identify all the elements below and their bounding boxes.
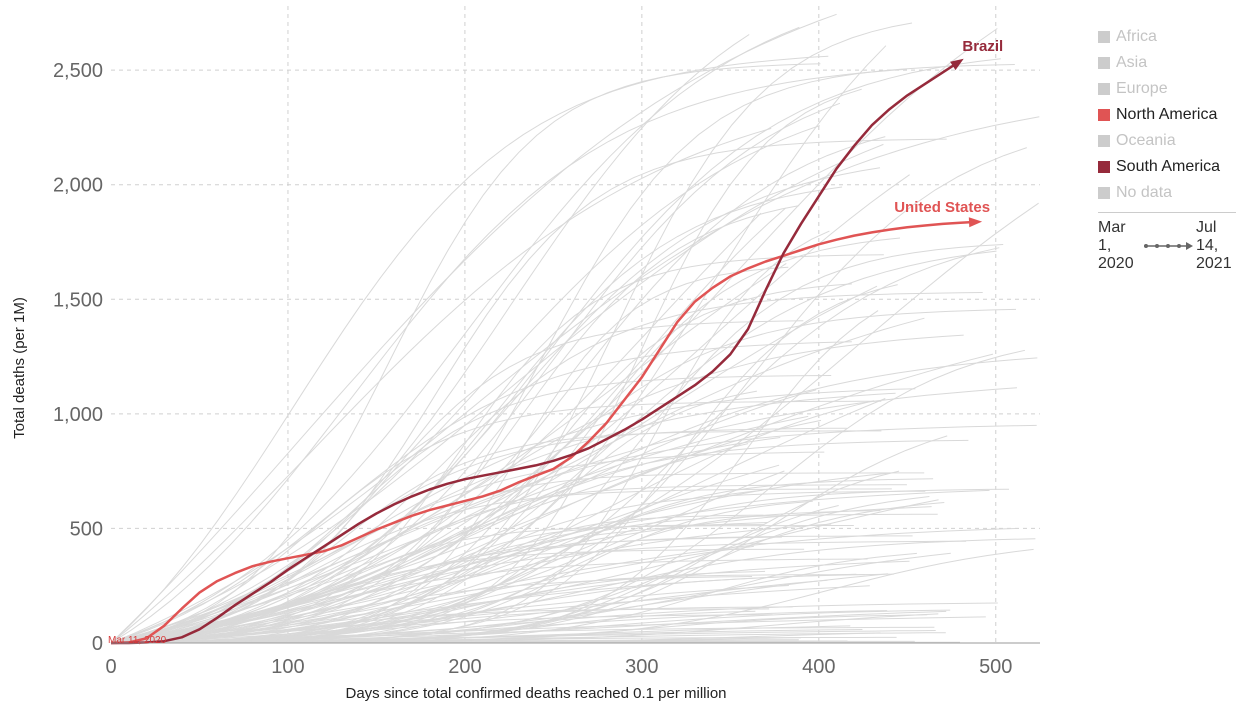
background-country-line: [110, 341, 852, 644]
legend-swatch: [1098, 109, 1110, 121]
background-country-line: [110, 212, 762, 644]
background-country-line: [110, 13, 837, 644]
legend-item-no-data[interactable]: No data: [1098, 180, 1238, 206]
legend-label: No data: [1116, 184, 1173, 201]
background-country-line: [110, 138, 947, 644]
legend-item-oceania[interactable]: Oceania: [1098, 128, 1238, 154]
background-country-line: [110, 136, 886, 644]
background-country-line: [110, 427, 847, 644]
background-country-line: [110, 558, 868, 644]
x-tick-label: 0: [105, 656, 116, 678]
x-tick-label: 200: [448, 656, 481, 678]
legend-item-europe[interactable]: Europe: [1098, 76, 1238, 102]
chart: United States Brazil 0 500 1,000 1,500 2,000 2…: [11, 6, 1040, 702]
background-country-line: [110, 308, 1017, 644]
series-label-united-states: United States: [894, 199, 990, 216]
legend-label: Oceania: [1116, 132, 1176, 149]
background-country-line: [110, 451, 825, 644]
time-slider-icon[interactable]: [1140, 219, 1196, 255]
background-country-line: [110, 63, 821, 644]
legend-item-africa[interactable]: Africa: [1098, 24, 1238, 50]
start-date-annotation: Mar 11, 2020: [108, 635, 167, 646]
legend-divider: [1098, 212, 1236, 213]
legend: Africa Asia Europe North America Oceania Sout…: [1098, 24, 1238, 273]
legend-swatch: [1098, 31, 1110, 43]
y-tick-label: 2,000: [53, 175, 103, 197]
time-range-start: Mar 1, 2020: [1098, 219, 1134, 272]
background-country-line: [110, 424, 1037, 644]
background-country-line: [110, 606, 793, 644]
legend-label: Europe: [1116, 80, 1168, 97]
legend-swatch: [1098, 83, 1110, 95]
legend-item-north-america[interactable]: North America: [1098, 102, 1238, 128]
background-country-line: [110, 608, 770, 644]
x-axis-title: Days since total confirmed deaths reache…: [345, 685, 726, 702]
x-tick-label: 300: [625, 656, 658, 678]
legend-swatch: [1098, 161, 1110, 173]
background-country-line: [110, 127, 772, 644]
legend-swatch: [1098, 57, 1110, 69]
legend-item-south-america[interactable]: South America: [1098, 154, 1238, 180]
background-country-line: [110, 576, 753, 644]
labels: Days since total confirmed deaths reache…: [11, 297, 727, 702]
highlighted-series-lines: United States Brazil: [110, 38, 1003, 645]
background-country-line: [110, 292, 983, 644]
series-arrow-united-states: [968, 217, 983, 228]
background-country-line: [110, 574, 865, 644]
background-country-line: [110, 317, 925, 644]
time-range[interactable]: Mar 1, 2020 Jul 14, 2021: [1098, 219, 1238, 273]
background-country-line: [110, 464, 780, 644]
y-tick-label: 1,500: [53, 289, 103, 311]
background-country-line: [110, 68, 907, 644]
background-country-line: [110, 357, 1038, 644]
background-country-line: [110, 55, 829, 644]
background-country-line: [110, 262, 787, 644]
series-line-united-states[interactable]: [110, 220, 979, 645]
x-tick-label: 400: [802, 656, 835, 678]
y-axis-title: Total deaths (per 1M): [11, 297, 28, 439]
series-arrow-brazil: [950, 58, 964, 71]
y-tick-label: 500: [70, 518, 103, 540]
legend-swatch: [1098, 135, 1110, 147]
y-tick-label: 2,500: [53, 60, 103, 82]
background-country-line: [110, 64, 1015, 644]
background-country-line: [110, 143, 884, 644]
time-range-end: Jul 14, 2021: [1196, 219, 1232, 272]
legend-item-asia[interactable]: Asia: [1098, 50, 1238, 76]
background-country-line: [110, 375, 832, 644]
axes: 0 500 1,000 1,500 2,000 2,500 0 100 200 300 400 500: [53, 60, 1040, 678]
background-country-lines: [110, 13, 1040, 644]
y-tick-label: 0: [92, 633, 103, 655]
legend-label: South America: [1116, 158, 1221, 175]
legend-items: Africa Asia Europe North America Oceania Sout…: [1098, 24, 1238, 206]
x-tick-label: 100: [271, 656, 304, 678]
y-tick-label: 1,000: [53, 404, 103, 426]
legend-swatch: [1098, 187, 1110, 199]
background-country-line: [110, 573, 857, 644]
background-country-line: [110, 58, 1001, 644]
series-line-brazil[interactable]: [111, 59, 962, 645]
background-country-line: [110, 125, 820, 644]
background-country-line: [110, 540, 967, 644]
background-country-line: [110, 285, 878, 644]
background-country-line: [110, 247, 1000, 644]
x-tick-label: 500: [979, 656, 1012, 678]
background-country-line: [110, 26, 800, 644]
background-country-line: [110, 34, 750, 644]
legend-label: Asia: [1116, 54, 1148, 71]
legend-label: Africa: [1116, 28, 1157, 45]
series-label-brazil: Brazil: [962, 38, 1003, 55]
background-country-line: [110, 472, 890, 644]
legend-label: North America: [1116, 106, 1218, 123]
background-country-line: [110, 552, 951, 644]
background-country-line: [110, 614, 773, 644]
